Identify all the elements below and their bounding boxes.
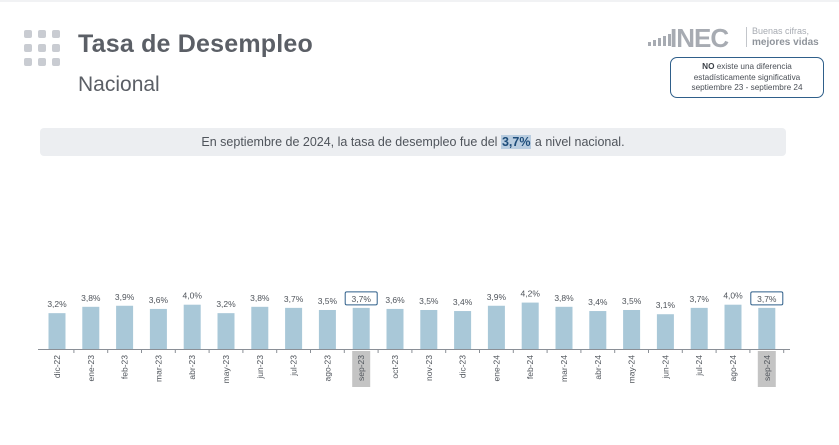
tick-label-jul-23: jul-23 [289,355,299,377]
tick-label-dic-23: dic-23 [458,355,468,378]
tick-label-may-23: may-23 [221,355,231,384]
tick-label-sep-24: sep-24 [762,355,772,381]
bar-ene-23 [82,306,100,349]
bar-ago-23 [318,309,336,349]
page-subtitle: Nacional [78,73,160,96]
banner-highlight-value: 3,7% [500,135,532,149]
bar-sep-23 [352,307,370,349]
top-divider [0,0,839,2]
value-label-dic-23: 3,4% [453,297,473,307]
tick-label-ene-23: ene-23 [86,355,96,382]
bar-may-24 [623,309,641,349]
tick-label-dic-22: dic-22 [52,355,62,378]
notice-line-1: existe una diferencia [714,62,792,71]
logo-bars-icon [648,32,671,46]
tick-label-jul-24: jul-24 [694,355,704,377]
tick-label-oct-23: oct-23 [390,355,400,379]
tick-label-mar-23: mar-23 [153,355,163,382]
value-label-jun-23: 3,8% [250,293,270,303]
summary-banner: En septiembre de 2024, la tasa de desemp… [40,128,786,156]
value-label-sep-24: 3,7% [757,294,777,304]
value-label-ene-23: 3,8% [81,293,101,303]
notice-line-2: estadísticamente significativa [693,72,801,82]
tick-label-may-24: may-24 [627,355,637,384]
bar-abr-24 [589,311,607,349]
value-label-sep-23: 3,7% [352,294,372,304]
value-label-abr-24: 3,4% [588,297,608,307]
tick-label-sep-23: sep-23 [356,355,366,381]
value-label-jul-24: 3,7% [690,294,710,304]
value-label-mar-23: 3,6% [149,295,169,305]
logo-separator [746,27,747,47]
value-label-ago-24: 4,0% [723,291,743,301]
tick-label-jun-24: jun-24 [660,355,670,380]
value-label-ene-24: 3,9% [487,292,507,302]
value-label-abr-23: 4,0% [183,291,203,301]
bar-ene-24 [487,305,505,349]
bar-sep-24 [758,307,776,349]
notice-bold: NO [702,62,715,71]
value-label-jun-24: 3,1% [656,300,676,310]
bar-feb-24 [521,302,539,349]
tick-label-feb-23: feb-23 [120,355,130,379]
bar-jun-23 [251,306,269,349]
logo-tagline-1: Buenas cifras, [752,26,810,36]
value-label-feb-24: 4,2% [521,289,541,299]
grid-menu-icon [24,30,64,66]
significance-notice: NO existe una diferencia estadísticament… [670,57,824,98]
tick-label-abr-23: abr-23 [187,355,197,380]
page-title: Tasa de Desempleo [78,30,313,58]
bar-ago-24 [724,304,742,349]
bar-jun-24 [656,314,674,349]
banner-text-before: En septiembre de 2024, la tasa de desemp… [201,135,501,149]
bar-abr-23 [183,304,201,349]
tick-label-feb-24: feb-24 [525,355,535,379]
tick-label-ago-23: ago-23 [322,355,332,382]
bar-dic-22 [48,313,66,349]
tick-label-ago-24: ago-24 [728,355,738,382]
bar-jul-23 [285,307,303,349]
bar-dic-23 [454,311,472,349]
tick-highlight-sep-23 [352,351,371,387]
banner-text-after: a nivel nacional. [531,135,625,149]
bar-jul-24 [690,307,708,349]
logo-text: INEC [670,23,729,53]
tick-label-nov-23: nov-23 [424,355,434,381]
value-label-ago-23: 3,5% [318,296,338,306]
tick-label-ene-24: ene-24 [491,355,501,382]
bar-nov-23 [420,309,438,349]
tick-highlight-sep-24 [757,351,776,387]
value-label-jul-23: 3,7% [284,294,304,304]
value-label-oct-23: 3,6% [385,295,405,305]
value-label-mar-24: 3,8% [554,293,574,303]
tick-label-mar-24: mar-24 [559,355,569,382]
value-label-may-24: 3,5% [622,296,642,306]
logo-tagline-2: mejores vidas [752,37,819,48]
bar-oct-23 [386,308,404,349]
highlight-box-sep-24 [750,291,784,306]
highlight-box-sep-23 [344,291,378,306]
value-label-dic-22: 3,2% [47,299,67,309]
unemployment-bar-chart: 3,2% dic-22 3,8% ene-23 3,9% feb-23 3,6% mar-23… [38,289,790,387]
bar-mar-23 [149,308,167,349]
inec-logo: INEC Buenas cifras, mejores vidas [648,23,828,53]
bar-may-23 [217,313,235,349]
value-label-nov-23: 3,5% [419,296,439,306]
value-label-may-23: 3,2% [216,299,236,309]
bar-mar-24 [555,306,573,349]
value-label-feb-23: 3,9% [115,292,135,302]
tick-label-abr-24: abr-24 [593,355,603,380]
notice-line-3: septiembre 23 - septiembre 24 [691,83,803,92]
bar-feb-23 [116,305,134,349]
tick-label-jun-23: jun-23 [255,355,265,380]
